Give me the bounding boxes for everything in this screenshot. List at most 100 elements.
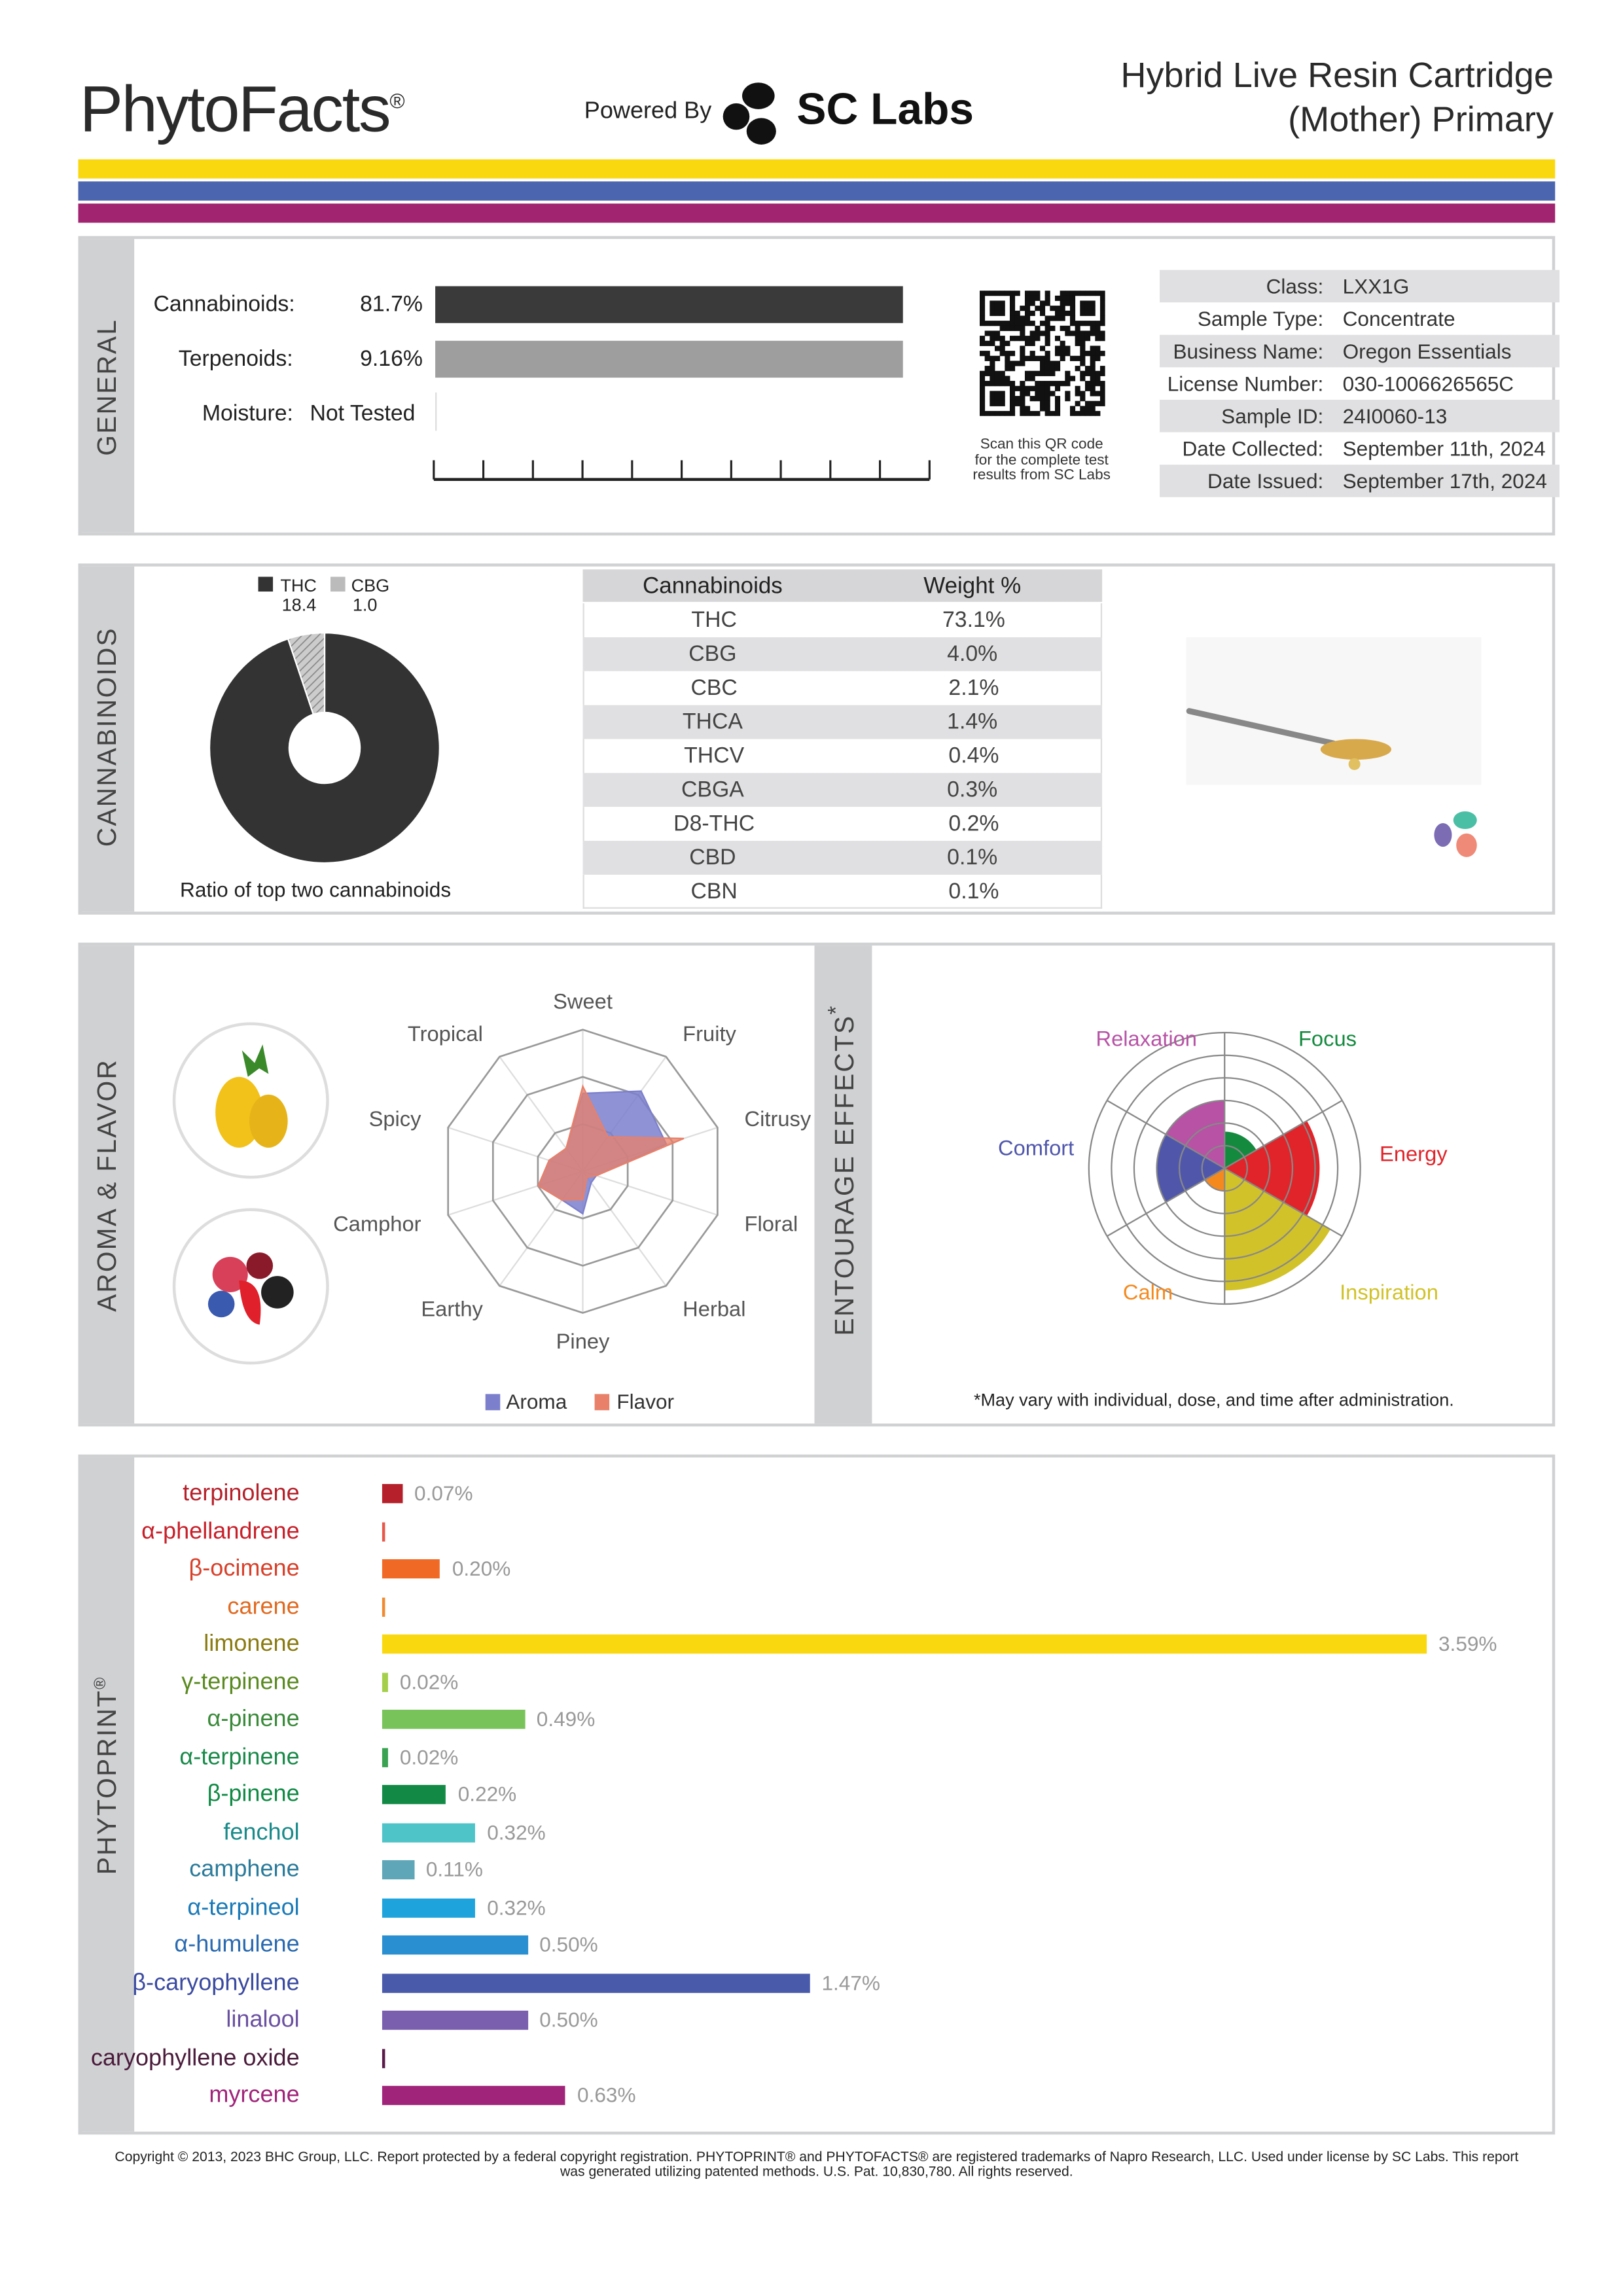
qr-module xyxy=(979,306,986,311)
footer: Copyright © 2013, 2023 BHC Group, LLC. R… xyxy=(78,2149,1555,2179)
qr-module xyxy=(1035,411,1041,416)
qr-module xyxy=(1014,400,1020,406)
qr-module xyxy=(1069,291,1076,296)
terpene-bar xyxy=(382,2048,385,2068)
radar-axis-label: Floral xyxy=(745,1212,798,1236)
qr-module xyxy=(1029,336,1035,342)
qr-module xyxy=(1095,345,1101,351)
terpene-bar xyxy=(382,1822,476,1842)
table-row: CBD 0.1% xyxy=(582,841,1103,875)
table-cell: CBC xyxy=(690,675,738,701)
qr-module xyxy=(990,291,995,296)
terpene-row: β-ocimene 0.20% xyxy=(78,1550,1554,1587)
qr-module xyxy=(994,291,1001,296)
sector-label: Relaxation xyxy=(1096,1026,1197,1050)
qr-module xyxy=(984,330,990,336)
qr-module xyxy=(1029,411,1035,416)
qr-module xyxy=(1035,306,1041,311)
pie-slice-cbg xyxy=(287,632,326,716)
qr-module xyxy=(1024,385,1031,391)
qr-module xyxy=(1044,381,1050,387)
sector-label: Comfort xyxy=(998,1135,1074,1159)
legend-label: CBG xyxy=(351,575,390,596)
qr-module xyxy=(1020,351,1026,357)
qr-module xyxy=(1069,306,1076,311)
info-key: License Number: xyxy=(1167,372,1324,396)
qr-module xyxy=(1090,370,1096,376)
qr-module xyxy=(1054,411,1061,416)
qr-module xyxy=(1090,391,1096,397)
qr-module xyxy=(1024,391,1031,397)
qr-module xyxy=(990,336,995,342)
qr-module xyxy=(994,345,1001,351)
qr-module xyxy=(999,391,1005,397)
qr-module xyxy=(979,295,986,301)
qr-module xyxy=(1099,321,1105,327)
sector-label: Calm xyxy=(1123,1280,1173,1304)
qr-module xyxy=(1035,381,1041,387)
terpene-value: 0.11% xyxy=(425,1857,484,1881)
qr-module xyxy=(1054,295,1061,301)
radar-ring xyxy=(447,1029,719,1314)
info-value: LXX1G xyxy=(1342,274,1410,298)
qr-module xyxy=(1084,330,1091,336)
terpene-bar xyxy=(382,1672,388,1691)
qr-module xyxy=(1099,291,1105,296)
qr-module xyxy=(1050,366,1056,372)
qr-module xyxy=(1099,391,1105,397)
info-row: License Number: 030-1006626565C xyxy=(1160,367,1560,400)
terpene-row: terpinolene 0.07% xyxy=(78,1475,1554,1512)
qr-module xyxy=(1009,406,1016,412)
table-cell: 0.1% xyxy=(948,879,999,905)
table-cell: CBN xyxy=(690,879,738,905)
qr-module xyxy=(999,310,1005,316)
qr-module xyxy=(1069,411,1076,416)
table-cell: CBD xyxy=(689,845,736,871)
qr-module xyxy=(1039,361,1046,366)
qr-module xyxy=(1075,411,1080,416)
qr-module xyxy=(999,336,1005,342)
qr-module xyxy=(1039,381,1046,387)
legend-label: THC xyxy=(280,575,317,596)
terpene-bar xyxy=(382,2085,566,2106)
sc-labs-dots-icon xyxy=(1434,811,1477,857)
qr-module xyxy=(979,396,986,402)
qr-module xyxy=(1090,385,1096,391)
qr-module xyxy=(1069,300,1076,306)
info-value: Oregon Essentials xyxy=(1342,339,1512,363)
cartridge-image xyxy=(1186,637,1482,785)
cannabinoid-pie-chart xyxy=(209,632,440,864)
qr-module xyxy=(1020,385,1026,391)
column-header: Weight % xyxy=(923,574,1022,599)
terpene-name: carene xyxy=(227,1593,300,1619)
qr-module xyxy=(1060,300,1065,306)
info-value: September 17th, 2024 xyxy=(1342,468,1547,493)
qr-module xyxy=(1009,385,1016,391)
terpene-value: 0.63% xyxy=(577,2083,636,2107)
table-row: CBG 4.0% xyxy=(582,637,1103,671)
qr-module xyxy=(1075,325,1080,331)
qr-module xyxy=(990,366,995,372)
qr-module xyxy=(1009,391,1016,397)
qr-module xyxy=(1075,385,1080,391)
qr-module xyxy=(1090,351,1096,357)
qr-module xyxy=(1099,310,1105,316)
terpene-bar xyxy=(382,1634,1427,1654)
qr-module xyxy=(1014,361,1020,366)
qr-module xyxy=(1044,321,1050,327)
qr-module xyxy=(1084,306,1091,311)
qr-module xyxy=(1075,330,1080,336)
qr-module xyxy=(1090,406,1096,412)
terpene-bar xyxy=(382,1559,440,1579)
qr-module xyxy=(1095,400,1101,406)
qr-code[interactable] xyxy=(979,291,1105,416)
radar-axis-label: Sweet xyxy=(553,989,613,1014)
terpene-row: γ-terpinene 0.02% xyxy=(78,1663,1554,1700)
qr-module xyxy=(1035,391,1041,397)
qr-module xyxy=(979,385,986,391)
qr-module xyxy=(1069,295,1076,301)
qr-module xyxy=(1090,355,1096,361)
terpene-row: limonene 3.59% xyxy=(78,1625,1554,1662)
moisture-label: Moisture: xyxy=(202,401,293,427)
qr-module xyxy=(1084,411,1091,416)
